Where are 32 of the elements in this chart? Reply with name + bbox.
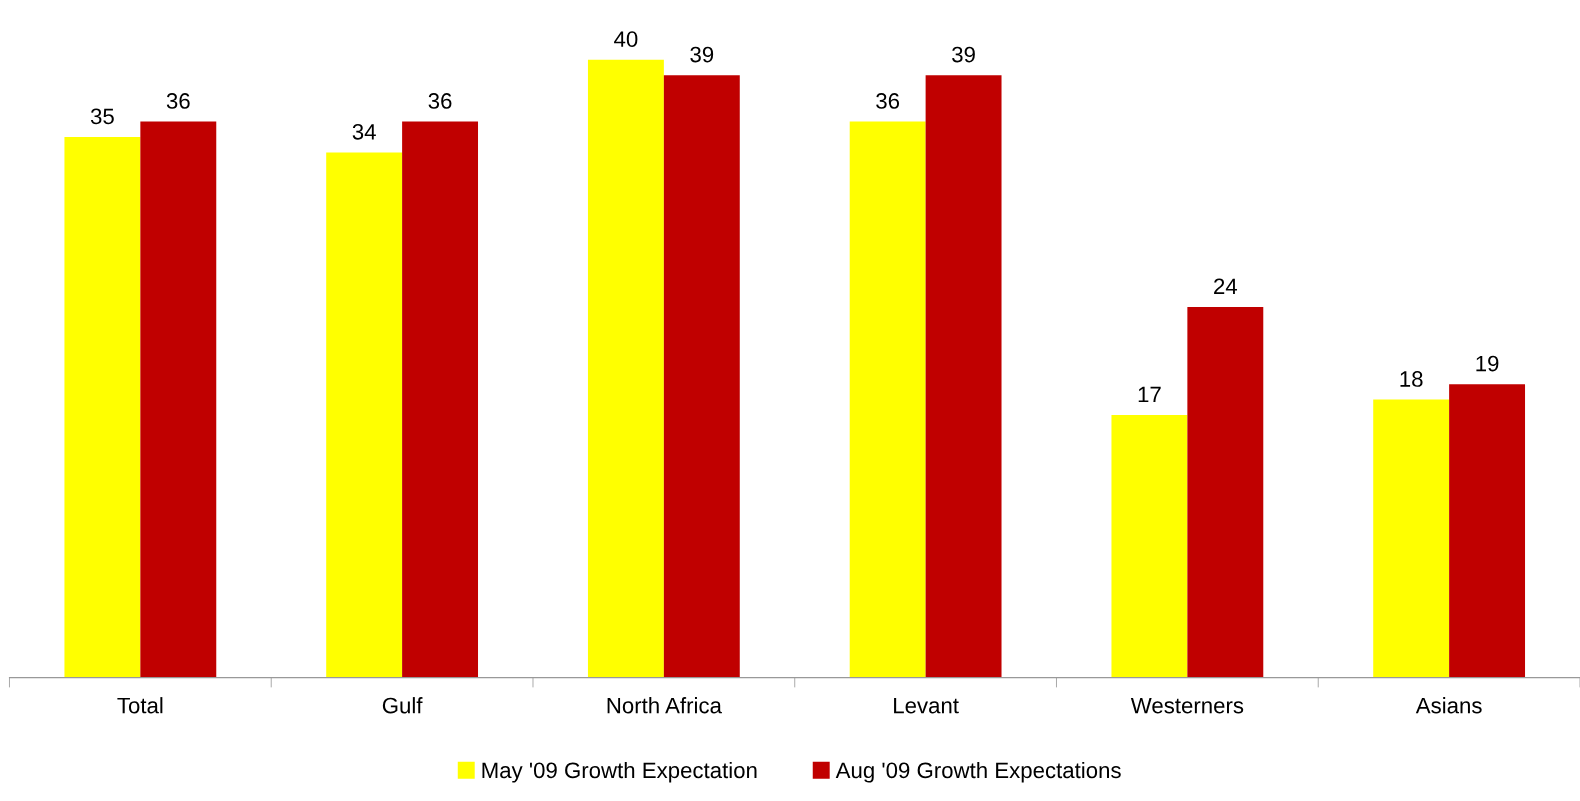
bar <box>402 121 479 678</box>
data-label: 35 <box>90 108 114 125</box>
data-label: 17 <box>1138 386 1161 403</box>
bar <box>587 59 664 678</box>
bar <box>663 75 740 678</box>
data-label: 39 <box>952 46 975 63</box>
x-tick-label: North Africa <box>607 697 722 714</box>
x-tick-label: Levant <box>894 697 959 714</box>
data-label: 19 <box>1476 355 1499 372</box>
x-tick-label: Westerners <box>1130 697 1244 714</box>
data-label: 39 <box>690 46 714 63</box>
x-tick-label: Asians <box>1415 697 1482 714</box>
bar <box>326 152 403 678</box>
data-label: 40 <box>614 31 638 48</box>
bar <box>1373 399 1450 678</box>
legend-label: Aug '09 Growth Expectations <box>835 761 1121 783</box>
data-label: 36 <box>876 93 900 109</box>
x-tick-label: Total <box>117 697 163 714</box>
bar <box>1449 384 1526 678</box>
bar <box>849 121 926 678</box>
bar <box>64 136 141 678</box>
bar <box>925 75 1002 678</box>
legend-label: May '09 Growth Expectation <box>482 761 757 783</box>
data-label: 18 <box>1400 371 1423 387</box>
data-label: 36 <box>428 93 452 109</box>
bar <box>140 121 217 678</box>
bar <box>1187 306 1264 678</box>
x-tick-label: Gulf <box>382 697 423 714</box>
data-label: 36 <box>166 93 190 109</box>
bar <box>1111 415 1188 678</box>
data-label: 34 <box>352 123 376 140</box>
data-label: 24 <box>1214 278 1238 294</box>
